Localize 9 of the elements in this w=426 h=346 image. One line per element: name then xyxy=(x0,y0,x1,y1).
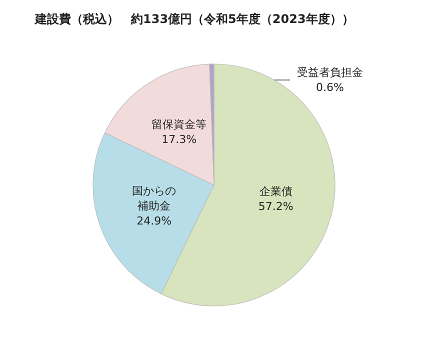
data-label: 24.9% xyxy=(136,214,172,228)
slice-label: 受益者負担金 xyxy=(297,66,363,79)
slice-label: 留保資金等 xyxy=(152,118,207,131)
data-label: 57.2% xyxy=(258,200,294,214)
slice-label: 国からの補助金 xyxy=(132,184,176,212)
chart-title: 建設費（税込） 約133億円（令和5年度（2023年度）） xyxy=(34,12,354,26)
slice-label: 企業債 xyxy=(259,185,292,198)
data-label: 0.6% xyxy=(316,81,344,94)
data-label: 17.3% xyxy=(162,132,197,146)
